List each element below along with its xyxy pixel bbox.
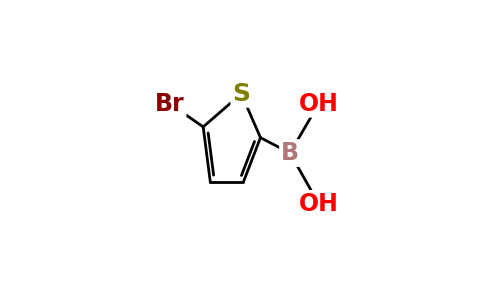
- Text: B: B: [281, 141, 299, 165]
- Text: S: S: [232, 82, 250, 106]
- Text: Br: Br: [155, 92, 184, 116]
- Text: OH: OH: [299, 92, 339, 116]
- Text: OH: OH: [299, 192, 339, 216]
